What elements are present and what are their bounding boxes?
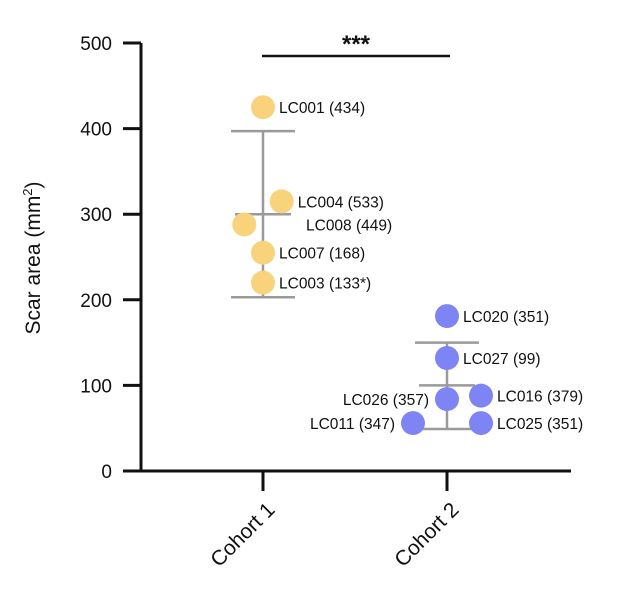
point-label: LC026 (357) [343,392,429,409]
significance-bracket: *** [262,31,450,58]
data-point [232,212,257,237]
data-point [469,383,493,408]
point-label: LC011 (347) [310,416,395,433]
y-tick-label: 200 [80,291,112,312]
point-label: LC027 (99) [463,351,541,368]
data-point [435,387,459,412]
data-point [251,270,275,295]
point-label: LC004 (533) [298,194,384,211]
svg-text:Scar area (mm2): Scar area (mm2) [20,181,45,334]
data-point [251,240,275,265]
x-tick-label: Cohort 2 [390,498,463,571]
point-label: LC020 (351) [463,309,549,326]
x-tick-label: Cohort 1 [206,498,279,571]
point-label: LC007 (168) [279,246,365,263]
data-point [269,189,294,214]
y-tick-label: 100 [80,376,112,397]
y-tick-label: 300 [80,205,112,226]
data-points [232,95,493,436]
data-point [435,346,459,371]
point-label: LC016 (379) [497,389,583,406]
y-tick-label: 400 [80,120,112,141]
point-label: LC003 (133*) [279,276,371,293]
y-axis-title-sup: 2 [20,188,35,195]
y-axis-title-main: Scar area (mm [22,196,45,335]
significance-stars: *** [342,31,371,58]
y-axis-title: Scar area (mm2) [20,181,45,334]
y-tick-label: 0 [101,462,112,483]
data-point [251,95,275,120]
data-point [469,411,493,436]
point-label: LC008 (449) [306,217,392,234]
data-point [401,411,425,436]
y-axis-title-close: ) [22,181,45,188]
data-point [435,304,459,329]
point-label: LC001 (434) [279,100,365,117]
point-labels: LC001 (434) LC004 (533) LC008 (449) LC007 (… [279,100,583,433]
point-label: LC025 (351) [497,416,583,433]
y-tick-label: 500 [80,34,112,55]
